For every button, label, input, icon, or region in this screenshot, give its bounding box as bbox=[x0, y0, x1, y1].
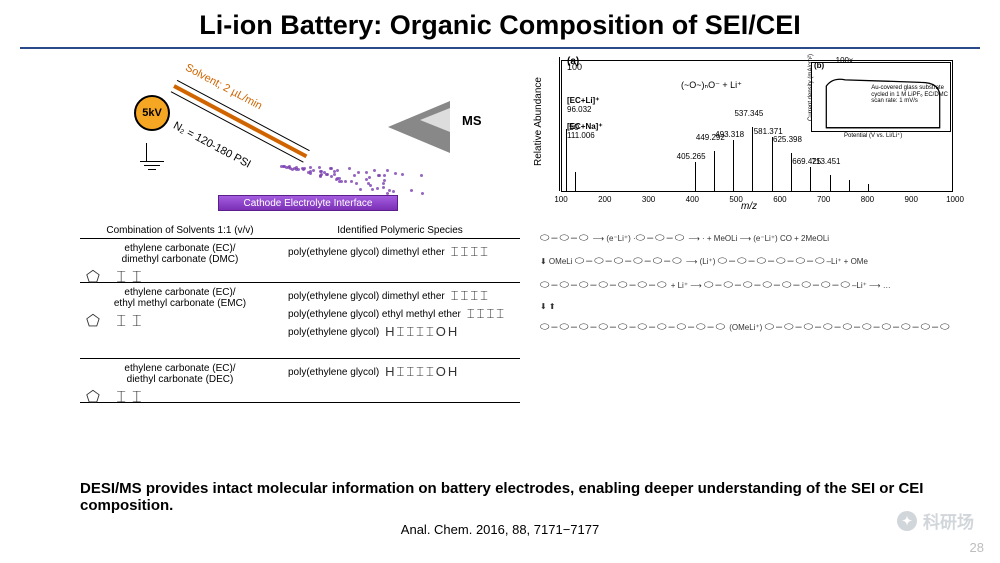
polymer-item: poly(ethylene glycol) dimethyl ether ⌶⌶⌶⌶ bbox=[288, 243, 520, 261]
polymer-name: poly(ethylene glycol) bbox=[288, 327, 379, 338]
xtick: 100 bbox=[554, 195, 567, 204]
xtick: 800 bbox=[861, 195, 874, 204]
xtick: 1000 bbox=[946, 195, 964, 204]
table-row: ethylene carbonate (EC)/diethyl carbonat… bbox=[80, 359, 520, 403]
solvent-structure-icon: ⬠ ⌶⌶ bbox=[86, 387, 148, 407]
conclusion-text: DESI/MS provides intact molecular inform… bbox=[80, 480, 940, 514]
xtick: 400 bbox=[686, 195, 699, 204]
xtick: 200 bbox=[598, 195, 611, 204]
peak-label: 405.265 bbox=[677, 152, 706, 161]
reaction-row: ⬭–⬭–⬭ ⟶ (e⁻Li⁺) ·⬭–⬭–⬭ ⟶ · + MeOLi ⟶ (e⁻… bbox=[540, 231, 960, 246]
ms-label: MS bbox=[462, 113, 482, 128]
watermark-text: 科研场 bbox=[923, 508, 974, 533]
ion-structure-label: (~O~)ₙO⁻ + Li⁺ bbox=[681, 80, 742, 91]
mass-peak bbox=[714, 151, 715, 191]
reaction-row: ⬭–⬭–⬭–⬭–⬭–⬭–⬭–⬭–⬭–⬭ (OMeLi⁺) ⬭–⬭–⬭–⬭–⬭–⬭… bbox=[540, 320, 960, 335]
polymer-name: poly(ethylene glycol) ethyl methyl ether bbox=[288, 309, 461, 320]
reaction-row: ⬇ ⬆ bbox=[540, 301, 960, 312]
mass-peak bbox=[733, 140, 734, 191]
th-solvents: Combination of Solvents 1:1 (v/v) bbox=[80, 225, 280, 236]
cv-inset: (b) Current density (mA/cm²) Potential (… bbox=[811, 62, 951, 132]
mass-peak bbox=[559, 57, 560, 191]
polymer-chain-icon: ⌶⌶⌶⌶ bbox=[451, 244, 490, 260]
mass-peak bbox=[575, 172, 576, 191]
mass-peak bbox=[695, 162, 696, 191]
spectrum-xlabel: m/z bbox=[741, 201, 757, 212]
table-header: Combination of Solvents 1:1 (v/v) Identi… bbox=[80, 223, 520, 239]
peak-label: 537.345 bbox=[734, 109, 763, 118]
polymer-chain-icon: ⌶⌶⌶⌶ bbox=[467, 306, 506, 322]
citation: Anal. Chem. 2016, 88, 7171−7177 bbox=[0, 522, 1000, 537]
mass-peak bbox=[868, 184, 869, 191]
peak-annotation: [EC+Na]⁺111.006 bbox=[567, 122, 603, 140]
inset-line1: Au-covered glass substrate bbox=[871, 85, 948, 92]
inset-ylabel: Current density (mA/cm²) bbox=[808, 54, 814, 121]
mass-spectrum-panel: (a) Relative Abundance m/z 100 50 100x (… bbox=[520, 55, 960, 215]
panel-label-b: (b) bbox=[814, 61, 824, 70]
polymer-item: poly(ethylene glycol) dimethyl ether ⌶⌶⌶⌶ bbox=[288, 287, 520, 305]
polymer-name: poly(ethylene glycol) dimethyl ether bbox=[288, 247, 445, 258]
mass-peak bbox=[810, 167, 811, 191]
polymer-item: poly(ethylene glycol) H⌶⌶⌶⌶OH bbox=[288, 363, 520, 381]
page-number: 28 bbox=[970, 540, 984, 555]
inset-line2: cycled in 1 M LiPF₆ EC/DMC bbox=[871, 92, 948, 99]
xtick: 600 bbox=[773, 195, 786, 204]
polymer-item: poly(ethylene glycol) H⌶⌶⌶⌶OH bbox=[288, 323, 520, 341]
cei-surface-label: Cathode Electrolyte Interface bbox=[218, 195, 398, 211]
polymer-list: poly(ethylene glycol) dimethyl ether ⌶⌶⌶⌶… bbox=[288, 287, 520, 341]
solvent-name: ethylene carbonate (EC)/ethyl methyl car… bbox=[80, 287, 280, 309]
xtick: 900 bbox=[905, 195, 918, 204]
polymer-list: poly(ethylene glycol) dimethyl ether ⌶⌶⌶⌶ bbox=[288, 243, 520, 261]
polymer-list: poly(ethylene glycol) H⌶⌶⌶⌶OH bbox=[288, 363, 520, 381]
xtick: 700 bbox=[817, 195, 830, 204]
spectrum-ylabel: Relative Abundance bbox=[533, 77, 544, 166]
peak-label: 625.398 bbox=[773, 135, 802, 144]
reaction-row: ⬇ OMeLi ⬭–⬭–⬭–⬭–⬭–⬭ ⟶ (Li⁺) ⬭–⬭–⬭–⬭–⬭–⬭–… bbox=[540, 254, 960, 269]
wechat-icon: ✦ bbox=[897, 511, 917, 531]
reaction-scheme: ⬭–⬭–⬭ ⟶ (e⁻Li⁺) ·⬭–⬭–⬭ ⟶ · + MeOLi ⟶ (e⁻… bbox=[540, 231, 960, 451]
ms-inlet-highlight bbox=[420, 108, 450, 132]
solvent-name: ethylene carbonate (EC)/diethyl carbonat… bbox=[80, 363, 280, 385]
polymer-chain-icon: H⌶⌶⌶⌶OH bbox=[385, 324, 459, 340]
polymer-chain-icon: H⌶⌶⌶⌶OH bbox=[385, 364, 459, 380]
solvent-polymer-table: Combination of Solvents 1:1 (v/v) Identi… bbox=[80, 223, 520, 403]
solvent-name: ethylene carbonate (EC)/dimethyl carbona… bbox=[80, 243, 280, 265]
peak-annotation: [EC+Li]⁺96.032 bbox=[567, 96, 599, 114]
xtick: 500 bbox=[729, 195, 742, 204]
inset-line3: scan rate: 1 mV/s bbox=[871, 98, 948, 105]
desi-schematic: 5kV Solvent; 2 µL/min N₂ = 120-180 PSI M… bbox=[130, 55, 500, 215]
peak-label: 493.318 bbox=[715, 130, 744, 139]
table-row: ethylene carbonate (EC)/dimethyl carbona… bbox=[80, 239, 520, 283]
polymer-name: poly(ethylene glycol) dimethyl ether bbox=[288, 291, 445, 302]
polymer-item: poly(ethylene glycol) ethyl methyl ether… bbox=[288, 305, 520, 323]
ytick-100: 100 bbox=[567, 62, 582, 72]
reaction-row: ⬭–⬭–⬭–⬭–⬭–⬭–⬭ + Li⁺ ⟶ ⬭–⬭–⬭–⬭–⬭–⬭–⬭–⬭–Li… bbox=[540, 278, 960, 293]
xtick: 300 bbox=[642, 195, 655, 204]
mass-peak bbox=[830, 175, 831, 191]
polymer-name: poly(ethylene glycol) bbox=[288, 367, 379, 378]
mass-peak bbox=[772, 137, 773, 191]
table-row: ethylene carbonate (EC)/ethyl methyl car… bbox=[80, 283, 520, 359]
solvent-structure-icon: ⬠ ⌶⌶ bbox=[86, 311, 148, 331]
title-underline bbox=[20, 47, 980, 49]
peak-label: 713.451 bbox=[812, 157, 841, 166]
polymer-chain-icon: ⌶⌶⌶⌶ bbox=[451, 288, 490, 304]
high-voltage-badge: 5kV bbox=[134, 95, 170, 131]
mass-peak bbox=[849, 180, 850, 191]
inset-caption: Au-covered glass substrate cycled in 1 M… bbox=[871, 85, 948, 105]
slide-title: Li-ion Battery: Organic Composition of S… bbox=[0, 0, 1000, 41]
th-polymers: Identified Polymeric Species bbox=[280, 225, 520, 236]
watermark: ✦ 科研场 bbox=[897, 508, 974, 533]
